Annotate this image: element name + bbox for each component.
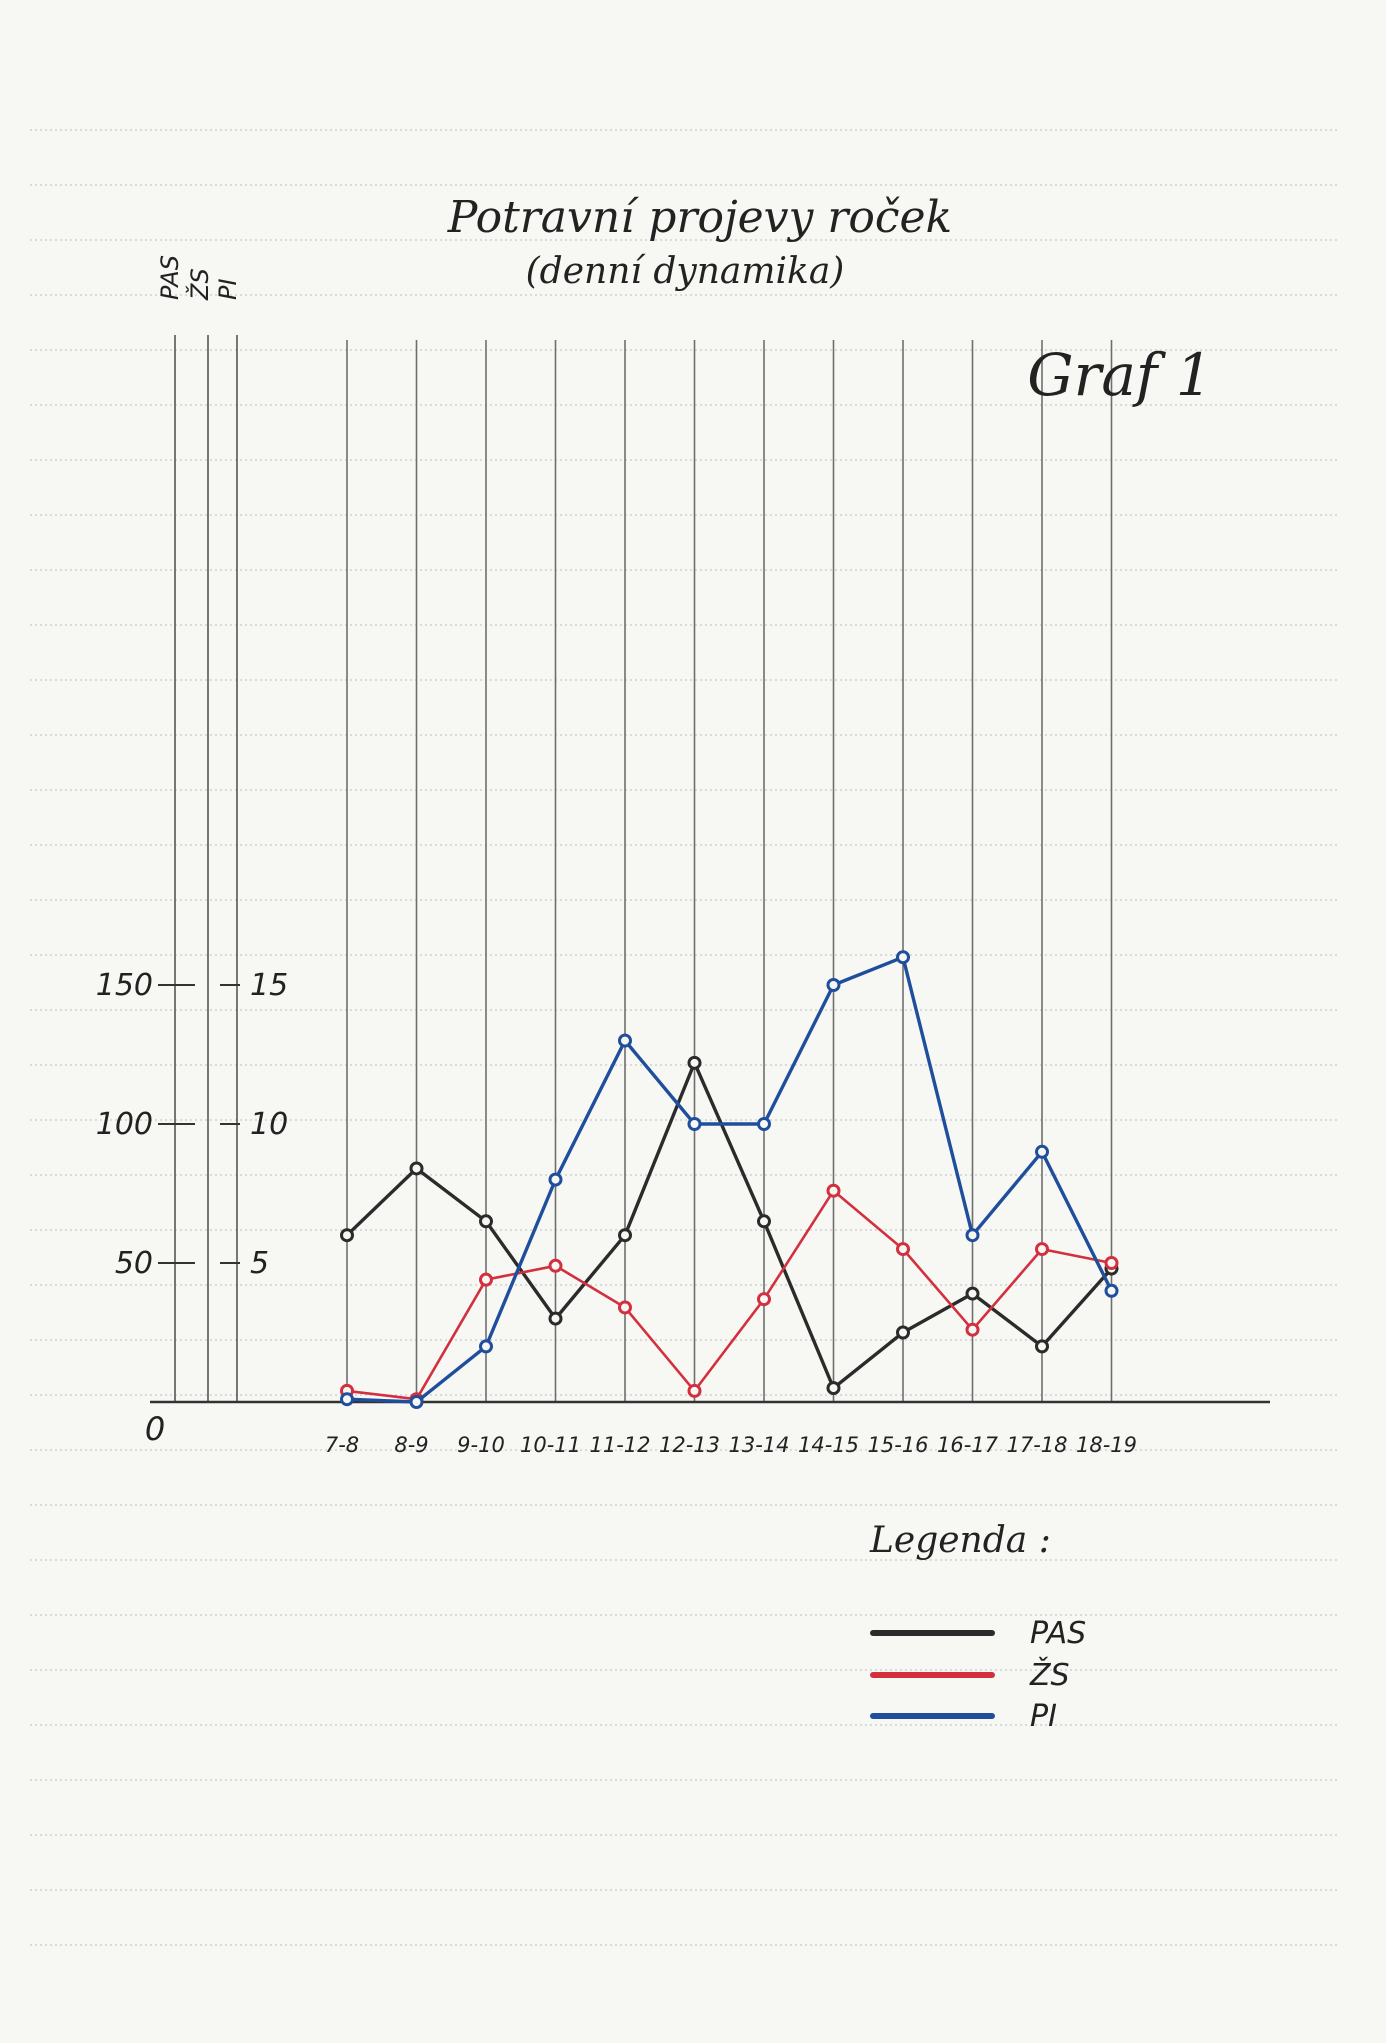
x-tick-label: 12-13 bbox=[659, 1433, 720, 1457]
legend-label: PI bbox=[1030, 1699, 1057, 1734]
series-line-2 bbox=[346, 1189, 1112, 1401]
y-tick-label-left: 100 bbox=[96, 1107, 153, 1142]
data-point bbox=[409, 1395, 424, 1409]
legend-label: PAS bbox=[1030, 1616, 1086, 1651]
data-point bbox=[1035, 1242, 1049, 1257]
data-point bbox=[896, 1242, 910, 1257]
data-point bbox=[479, 1214, 493, 1229]
axis-headers: PAS ŽS PI bbox=[156, 255, 242, 301]
y-tick-label-right: 5 bbox=[250, 1246, 269, 1281]
y-tick-label-left: 150 bbox=[96, 968, 153, 1003]
legend: PAS ŽS PI bbox=[870, 1616, 1086, 1734]
x-tick-label: 15-16 bbox=[867, 1433, 928, 1457]
data-point bbox=[1104, 1283, 1119, 1298]
data-point bbox=[618, 1300, 632, 1315]
data-point bbox=[618, 1033, 632, 1048]
data-point bbox=[409, 1161, 424, 1176]
axis-header: PI bbox=[214, 278, 242, 300]
axes bbox=[150, 335, 1270, 1404]
series-line-3 bbox=[346, 955, 1114, 1404]
x-tick-label: 11-12 bbox=[589, 1433, 650, 1457]
data-point bbox=[757, 1214, 771, 1229]
data-point bbox=[340, 1228, 354, 1243]
data-point bbox=[687, 1055, 702, 1070]
x-tick-label: 16-17 bbox=[937, 1433, 999, 1457]
origin-label: 0 bbox=[145, 1410, 165, 1448]
y-tick-label-left: 50 bbox=[115, 1246, 153, 1281]
data-point bbox=[479, 1272, 493, 1287]
graph-label: Graf 1 bbox=[1027, 341, 1212, 409]
axis-header: PAS bbox=[156, 255, 184, 300]
x-tick-label: 9-10 bbox=[457, 1433, 505, 1457]
data-point bbox=[896, 950, 910, 965]
x-tick-label: 14-15 bbox=[798, 1433, 859, 1457]
x-tick-label: 7-8 bbox=[325, 1433, 359, 1457]
x-tick-label: 10-11 bbox=[520, 1433, 581, 1457]
x-tick-label: 18-19 bbox=[1076, 1433, 1137, 1457]
data-point bbox=[548, 1172, 563, 1187]
data-point bbox=[687, 1383, 702, 1398]
chart-subtitle: (denní dynamika) bbox=[526, 251, 845, 292]
data-point bbox=[618, 1228, 632, 1243]
data-point bbox=[965, 1322, 980, 1337]
y-tick-label-right: 10 bbox=[250, 1107, 288, 1142]
data-point bbox=[1104, 1256, 1119, 1270]
series-line-1 bbox=[345, 1061, 1113, 1390]
x-tick-label: 13-14 bbox=[728, 1433, 789, 1457]
vertical-grid bbox=[346, 340, 1113, 1402]
chart-title: Potravní projevy roček bbox=[447, 192, 952, 243]
legend-title: Legenda : bbox=[869, 1520, 1051, 1561]
data-point bbox=[1035, 1144, 1049, 1159]
data-point bbox=[1035, 1339, 1049, 1354]
data-point bbox=[757, 1117, 771, 1131]
data-point bbox=[757, 1292, 771, 1307]
data-point bbox=[896, 1325, 910, 1340]
data-point bbox=[479, 1339, 493, 1354]
data-point bbox=[548, 1258, 563, 1273]
series-group bbox=[340, 950, 1119, 1409]
x-tick-label: 8-9 bbox=[394, 1433, 428, 1457]
data-point bbox=[826, 1183, 841, 1198]
legend-label: ŽS bbox=[1029, 1657, 1070, 1693]
data-point bbox=[340, 1392, 354, 1407]
data-point bbox=[826, 1381, 841, 1396]
ruled-lines bbox=[30, 129, 1340, 1946]
data-point bbox=[687, 1117, 702, 1131]
data-point bbox=[965, 1228, 980, 1243]
x-tick-labels: 7-8 8-9 9-10 10-11 11-12 12-13 13-14 14-15 15-16… bbox=[325, 1433, 1137, 1457]
data-point bbox=[548, 1311, 563, 1326]
data-point bbox=[826, 978, 841, 992]
data-point bbox=[965, 1286, 980, 1301]
y-tick-label-right: 15 bbox=[250, 968, 288, 1003]
axis-header: ŽS bbox=[185, 268, 214, 301]
x-tick-label: 17-18 bbox=[1006, 1433, 1067, 1457]
